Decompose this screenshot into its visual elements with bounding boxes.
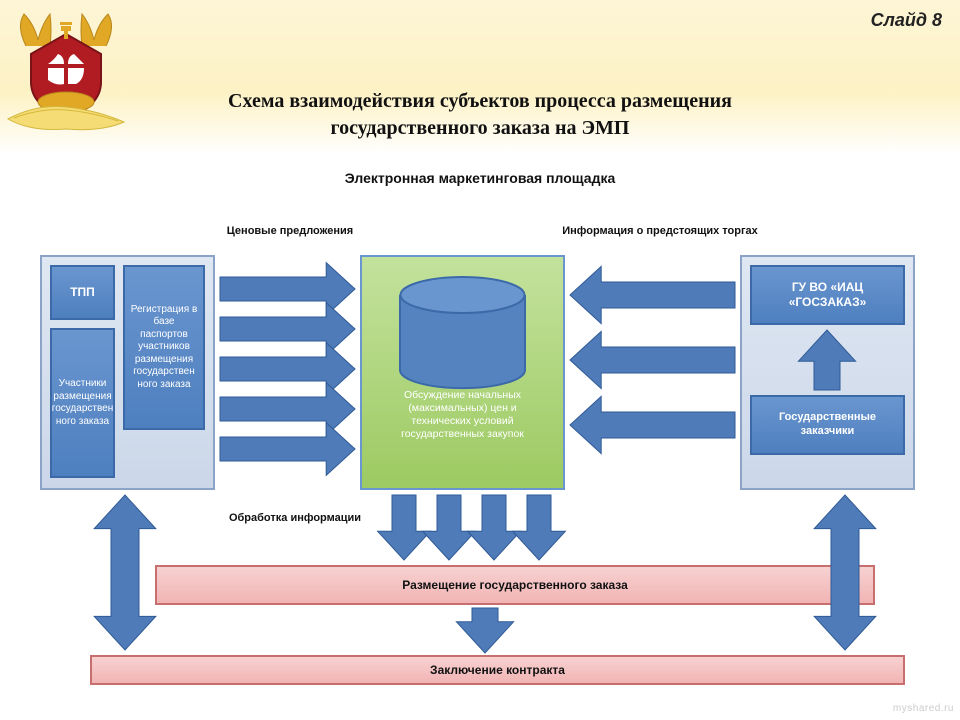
arrow-double-right xyxy=(814,495,876,650)
arrow-left-0 xyxy=(220,263,355,316)
arrow-left-1 xyxy=(220,303,355,356)
arrow-right-2 xyxy=(570,396,735,453)
arrow-down-1 xyxy=(423,495,476,560)
slide-subtitle: Электронная маркетинговая площадка xyxy=(0,170,960,186)
arrow-up-internal xyxy=(798,330,855,390)
emblem-icon xyxy=(6,4,126,134)
arrow-left-4 xyxy=(220,423,355,476)
arrow-down-2 xyxy=(468,495,521,560)
arrow-left-2 xyxy=(220,343,355,396)
diagram-area: Ценовые предложения Информация о предсто… xyxy=(40,200,920,680)
watermark: myshared.ru xyxy=(893,703,954,714)
title-line-2: государственного заказа на ЭМП xyxy=(330,117,629,139)
arrow-double-left xyxy=(94,495,156,650)
arrow-right-1 xyxy=(570,331,735,388)
arrow-left-3 xyxy=(220,383,355,436)
arrow-final-down xyxy=(456,608,513,653)
slide-title: Схема взаимодействия субъектов процесса … xyxy=(150,88,810,142)
arrow-down-0 xyxy=(378,495,431,560)
arrow-down-3 xyxy=(513,495,566,560)
arrow-right-0 xyxy=(570,266,735,323)
title-line-1: Схема взаимодействия субъектов процесса … xyxy=(228,90,732,112)
slide-number: Слайд 8 xyxy=(871,10,942,31)
arrows-layer xyxy=(40,200,920,690)
